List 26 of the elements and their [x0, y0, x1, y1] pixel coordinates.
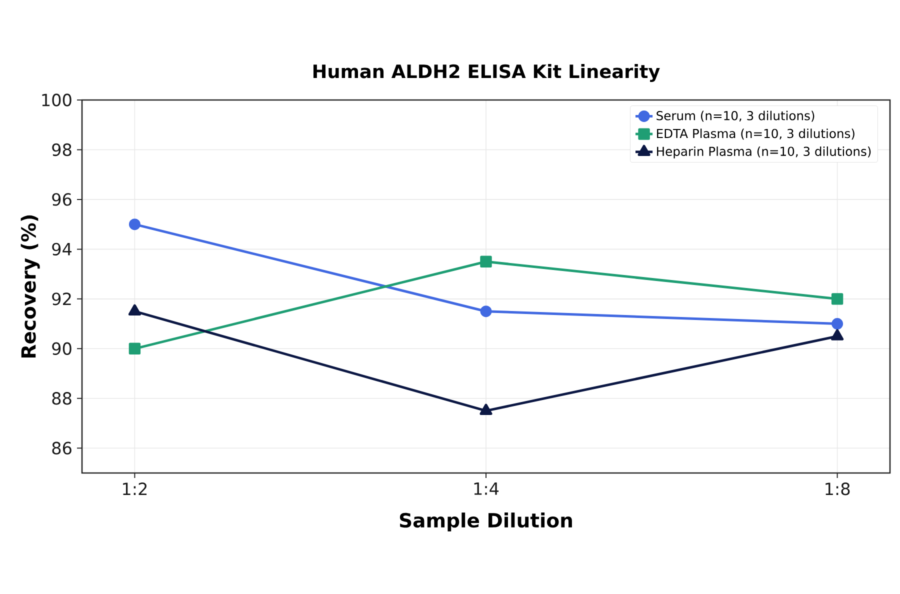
- chart-title: Human ALDH2 ELISA Kit Linearity: [313, 64, 660, 82]
- y-tick-label: 96: [52, 193, 72, 206]
- point: [128, 342, 141, 355]
- y-tick-label: 92: [52, 292, 71, 306]
- legend-label: Heparin Plasma (n=10, 3 dilutions): [657, 146, 871, 158]
- x-tick-label: 1:8: [826, 482, 850, 496]
- y-tick-label: 86: [52, 442, 72, 454]
- x-axis-title: Sample Dilution: [400, 512, 572, 532]
- y-tick-label: 94: [52, 242, 72, 256]
- x-tick-label: 1:2: [123, 482, 147, 495]
- point: [832, 318, 844, 330]
- y-tick-label: 100: [42, 94, 72, 106]
- point: [480, 306, 492, 318]
- point: [128, 304, 141, 316]
- x-tick-label: 1:4: [474, 482, 499, 495]
- point: [831, 329, 844, 340]
- point: [831, 293, 844, 305]
- y-axis-title: Recovery (%): [20, 215, 40, 358]
- legend-label: EDTA Plasma (n=10, 3 dilutions): [657, 128, 854, 140]
- legend-label: Serum (n=10, 3 dilutions): [656, 110, 814, 122]
- y-tick-label: 88: [52, 392, 72, 405]
- point: [128, 218, 140, 230]
- point: [480, 404, 492, 415]
- point: [480, 256, 492, 268]
- y-tick-label: 98: [52, 143, 72, 156]
- y-tick-label: 90: [52, 342, 72, 356]
